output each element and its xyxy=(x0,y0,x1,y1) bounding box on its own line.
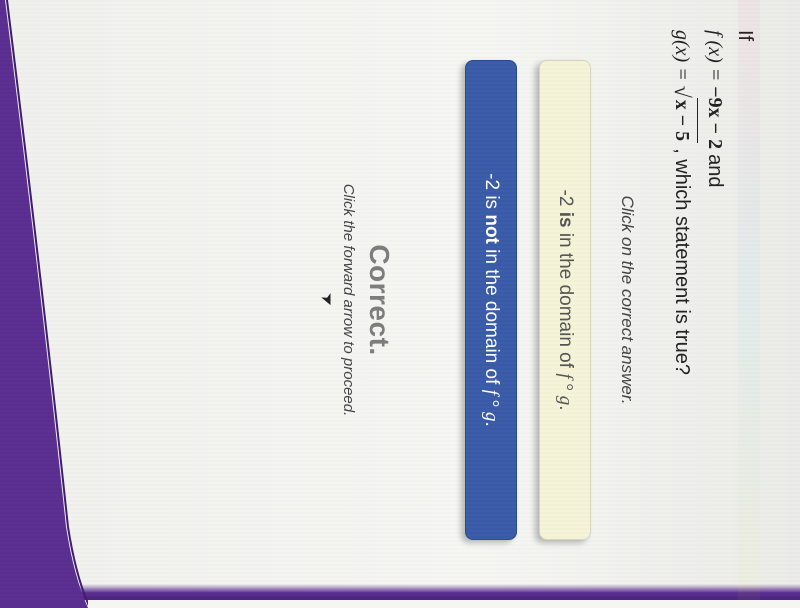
answer-option-b[interactable]: -2 is not in the domain of f ° g. xyxy=(465,60,517,540)
answer-a-mid: in the domain of xyxy=(555,228,576,374)
answer-a-prefix: -2 xyxy=(555,190,576,212)
stem-if: If xyxy=(734,30,756,41)
answer-list: -2 is in the domain of f ° g. -2 is not … xyxy=(465,30,591,570)
frame-right-edge xyxy=(0,584,800,600)
proceed-hint: Click the forward arrow to proceed. xyxy=(340,30,357,570)
answer-a-emph: is xyxy=(555,212,576,228)
sqrt-radicand: x − 5 xyxy=(667,98,698,143)
equals-1: = xyxy=(704,68,726,87)
question-stem: If f (x) = −9x − 2 and g(x) = √ x − 5 , … xyxy=(667,30,760,570)
answer-a-suffix: . xyxy=(555,405,576,410)
sqrt-sign: √ xyxy=(666,86,699,98)
cursor-icon: ➤ xyxy=(316,290,340,311)
answer-b-prefix: -2 is xyxy=(481,173,502,214)
equals-2: = xyxy=(671,67,693,86)
stem-and: and xyxy=(704,154,726,187)
answer-option-a[interactable]: -2 is in the domain of f ° g. xyxy=(539,60,591,540)
answer-b-fog: f ° g xyxy=(481,390,502,422)
g-def: g(x) = √ x − 5 xyxy=(671,30,693,148)
answer-b-suffix: . xyxy=(481,422,502,427)
answer-a-fog: f ° g xyxy=(555,373,576,405)
f-term2: − 2 xyxy=(704,123,726,149)
instruction-text: Click on the correct answer. xyxy=(617,30,637,570)
answer-b-mid: in the domain of xyxy=(481,244,502,390)
frame-bottom-edge xyxy=(0,0,88,608)
answer-b-emph: not xyxy=(481,214,502,244)
sqrt: √ x − 5 xyxy=(667,86,700,143)
g-label: g(x) xyxy=(671,30,693,62)
stem-tail: , which statement is true? xyxy=(671,148,693,375)
f-term1: −9x xyxy=(704,86,726,117)
feedback-text: Correct. xyxy=(363,30,395,570)
question-panel: If f (x) = −9x − 2 and g(x) = √ x − 5 , … xyxy=(0,0,800,600)
f-def: f (x) = −9x − 2 xyxy=(704,30,726,154)
f-label: f (x) xyxy=(704,30,726,63)
